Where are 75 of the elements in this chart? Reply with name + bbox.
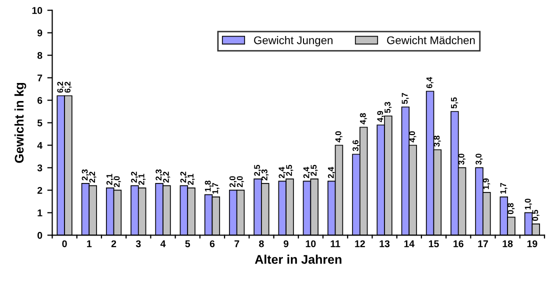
x-tick-label: 18 [502,240,513,248]
data-label: 3,0 [476,154,483,165]
data-label: 2,3 [82,169,89,180]
y-tick-label: 10 [32,7,42,14]
data-label: 0,8 [508,203,515,214]
y-axis-title: Gewicht in kg [14,82,26,163]
x-tick-label: 13 [380,240,390,248]
data-label: 2,5 [310,164,318,176]
data-label: 2,5 [286,164,294,176]
data-label: 2,2 [163,172,170,183]
data-label: 3,8 [434,136,441,147]
data-label: 2,5 [254,164,262,176]
y-tick-label: 3 [37,164,42,172]
data-label: 1,9 [482,178,490,190]
data-label: 5,5 [451,97,458,108]
x-tick-label: 14 [404,240,414,248]
data-label: 4,0 [335,131,342,142]
data-label: 3,6 [352,140,360,152]
x-tick-label: 5 [185,240,190,248]
x-tick-label: 10 [306,240,316,248]
data-label: 2,0 [236,176,244,188]
data-label: 2,1 [188,174,195,185]
y-tick-label: 9 [37,30,42,36]
data-label: 5,3 [384,102,392,113]
data-label: 2,0 [114,176,121,188]
data-label: 2,3 [156,169,163,180]
y-tick-label: 7 [38,74,42,82]
x-tick-label: 0 [62,240,67,248]
data-label: 6,2 [64,82,72,93]
x-tick-label: 15 [428,240,439,248]
y-tick-label: 1 [38,210,42,216]
x-tick-label: 17 [478,240,488,248]
x-tick-label: 2 [111,240,116,248]
y-tick-label: 2 [37,186,42,194]
y-tick-label: 0 [38,232,42,239]
x-tick-label: 1 [87,240,92,248]
x-axis-title: Alter in Jahren [254,254,342,264]
data-label: 0,5 [532,210,540,221]
x-tick-label: 6 [210,240,215,248]
y-tick-label: 8 [37,52,42,59]
x-tick-label: 11 [330,240,340,248]
data-label: 4,0 [409,131,416,142]
data-label: 2,3 [261,169,269,180]
data-label: 2,2 [131,172,138,183]
x-tick-label: 8 [259,240,264,248]
data-label: 1,7 [500,182,508,194]
data-label: 1,7 [212,182,220,194]
x-tick-label: 12 [355,240,365,248]
legend-label: Gewicht Mädchen [387,36,475,44]
data-label: 2,2 [89,172,96,183]
x-tick-label: 3 [136,240,141,248]
legend-label: Gewicht Jungen [254,36,332,46]
data-label: 4,9 [377,110,384,122]
x-tick-label: 9 [284,240,288,248]
data-label: 2,0 [229,176,237,188]
x-tick-label: 7 [234,240,240,248]
data-label: 2,1 [106,174,114,185]
x-tick-label: 19 [527,240,538,248]
data-label: 2,4 [328,166,336,178]
data-label: 2,1 [138,174,146,185]
y-tick-label: 6 [37,96,42,104]
x-tick-label: 4 [160,240,166,248]
data-label: 2,4 [303,166,310,178]
data-label: 2,2 [180,172,188,183]
x-tick-label: 16 [454,240,464,248]
data-label: 4,8 [360,113,368,124]
data-label: 3,0 [458,154,466,165]
data-label: 5,7 [402,93,409,104]
data-label: 1,8 [204,180,212,192]
data-label: 2,4 [278,166,286,178]
data-label: 6,2 [57,82,64,93]
data-label: 1,0 [524,198,532,210]
y-tick-label: 5 [37,120,42,126]
data-label: 6,4 [426,76,434,88]
y-tick-label: 4 [37,142,42,149]
